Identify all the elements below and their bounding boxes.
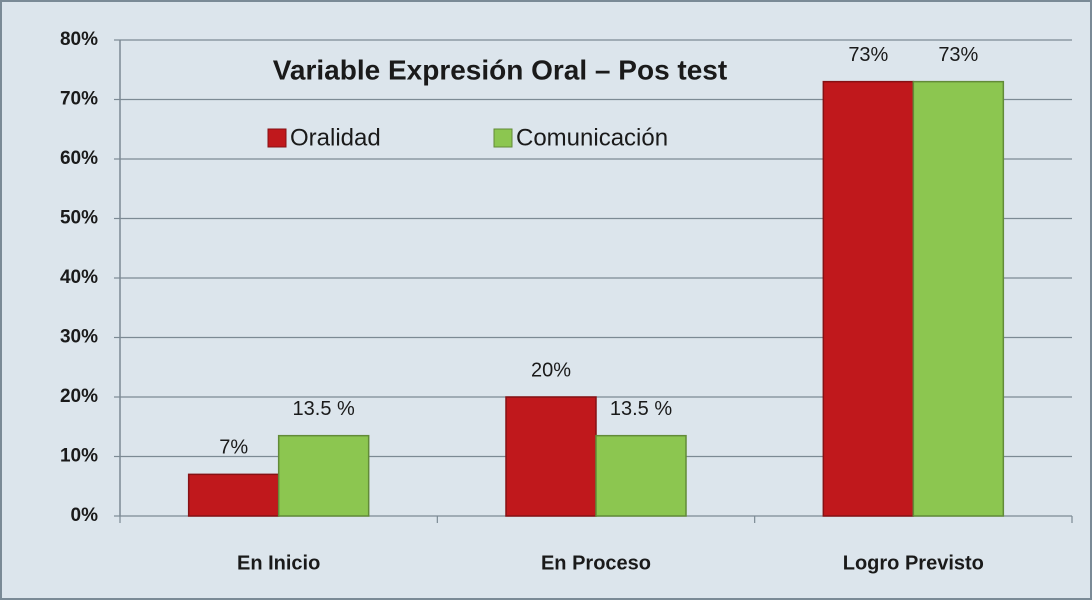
y-tick-label: 40% (60, 267, 98, 288)
y-tick-label: 10% (60, 446, 98, 467)
y-tick-label: 50% (60, 208, 98, 229)
y-tick-label: 0% (71, 505, 99, 526)
x-tick-label: Logro Previsto (843, 552, 984, 574)
y-tick-label: 30% (60, 327, 98, 348)
bar (595, 434, 687, 517)
value-label: 7% (219, 437, 248, 459)
y-tick-label: 80% (60, 29, 98, 50)
value-label: 13.5 % (610, 398, 672, 420)
y-tick-label: 60% (60, 148, 98, 169)
y-tick-label: 20% (60, 386, 98, 407)
bar (277, 434, 370, 517)
bar (505, 396, 597, 517)
y-tick-label: 70% (60, 89, 98, 110)
legend-swatch (493, 128, 513, 148)
legend-label: Oralidad (290, 124, 381, 151)
value-label: 73% (938, 44, 978, 66)
bar (822, 80, 915, 517)
bar (912, 80, 1005, 517)
legend-label: Comunicación (516, 124, 668, 151)
value-label: 73% (848, 44, 888, 66)
value-label: 13.5 % (293, 398, 355, 420)
x-tick-label: En Proceso (541, 552, 651, 574)
value-label: 20% (531, 359, 571, 381)
x-tick-label: En Inicio (237, 552, 320, 574)
bar (187, 473, 280, 517)
legend-swatch (267, 128, 287, 148)
chart-title: Variable Expresión Oral – Pos test (273, 54, 727, 85)
